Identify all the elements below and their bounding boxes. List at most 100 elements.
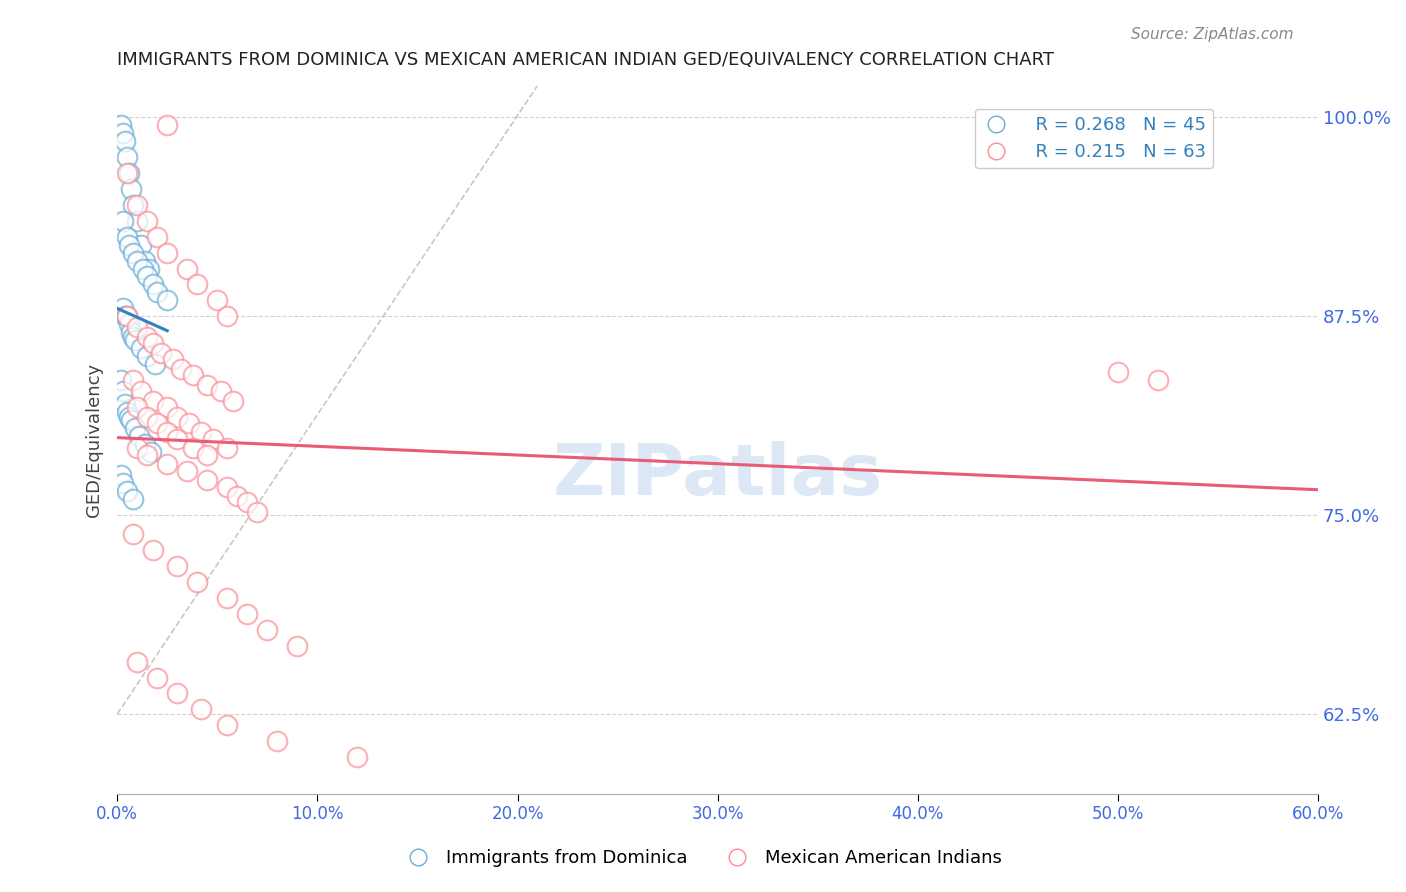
Point bbox=[142, 393, 165, 408]
Point bbox=[127, 655, 149, 669]
Point bbox=[195, 448, 218, 462]
Text: IMMIGRANTS FROM DOMINICA VS MEXICAN AMERICAN INDIAN GED/EQUIVALENCY CORRELATION : IMMIGRANTS FROM DOMINICA VS MEXICAN AMER… bbox=[117, 51, 1054, 69]
Point bbox=[181, 368, 204, 383]
Point bbox=[112, 476, 135, 491]
Point bbox=[118, 317, 141, 331]
Point bbox=[134, 253, 156, 268]
Point bbox=[195, 473, 218, 487]
Point bbox=[166, 409, 188, 424]
Point bbox=[115, 405, 138, 419]
Point bbox=[127, 214, 149, 228]
Point bbox=[236, 607, 259, 621]
Point bbox=[122, 245, 145, 260]
Point bbox=[118, 166, 141, 180]
Point bbox=[156, 425, 179, 440]
Point bbox=[136, 349, 159, 363]
Point bbox=[186, 277, 208, 292]
Point bbox=[146, 416, 169, 430]
Point bbox=[146, 229, 169, 244]
Point bbox=[129, 237, 152, 252]
Point bbox=[122, 492, 145, 507]
Point bbox=[146, 285, 169, 300]
Point bbox=[122, 527, 145, 541]
Text: Source: ZipAtlas.com: Source: ZipAtlas.com bbox=[1130, 27, 1294, 42]
Point bbox=[118, 237, 141, 252]
Point bbox=[136, 214, 159, 228]
Point bbox=[156, 118, 179, 132]
Point bbox=[176, 261, 198, 276]
Point bbox=[136, 269, 159, 284]
Point bbox=[124, 333, 146, 347]
Point bbox=[166, 686, 188, 700]
Point bbox=[138, 261, 160, 276]
Point bbox=[114, 134, 136, 148]
Point bbox=[217, 479, 239, 493]
Point bbox=[143, 357, 166, 371]
Point bbox=[202, 432, 225, 446]
Point bbox=[170, 361, 193, 376]
Text: ZIPatlas: ZIPatlas bbox=[553, 441, 883, 509]
Point bbox=[122, 330, 145, 344]
Point bbox=[112, 301, 135, 316]
Point bbox=[156, 400, 179, 414]
Point bbox=[127, 320, 149, 334]
Point bbox=[110, 373, 132, 387]
Point bbox=[128, 428, 150, 442]
Point bbox=[136, 448, 159, 462]
Point bbox=[1147, 373, 1170, 387]
Point bbox=[256, 623, 278, 637]
Point bbox=[150, 346, 173, 360]
Point bbox=[132, 261, 155, 276]
Point bbox=[115, 484, 138, 499]
Point bbox=[236, 495, 259, 509]
Point bbox=[217, 591, 239, 605]
Point bbox=[112, 214, 135, 228]
Point bbox=[222, 393, 245, 408]
Point bbox=[136, 330, 159, 344]
Point bbox=[209, 384, 232, 398]
Point bbox=[115, 166, 138, 180]
Point bbox=[120, 413, 142, 427]
Point bbox=[127, 253, 149, 268]
Point bbox=[134, 436, 156, 450]
Point bbox=[124, 420, 146, 434]
Point bbox=[129, 384, 152, 398]
Point bbox=[156, 245, 179, 260]
Point bbox=[118, 409, 141, 424]
Point bbox=[186, 574, 208, 589]
Point bbox=[110, 118, 132, 132]
Point bbox=[142, 277, 165, 292]
Point bbox=[181, 442, 204, 456]
Point bbox=[190, 425, 212, 440]
Point bbox=[1107, 365, 1129, 379]
Point bbox=[129, 341, 152, 355]
Point bbox=[207, 293, 229, 308]
Point bbox=[156, 293, 179, 308]
Point bbox=[120, 182, 142, 196]
Point bbox=[127, 400, 149, 414]
Point bbox=[114, 310, 136, 324]
Legend:   R = 0.268   N = 45,   R = 0.215   N = 63: R = 0.268 N = 45, R = 0.215 N = 63 bbox=[976, 109, 1213, 169]
Y-axis label: GED/Equivalency: GED/Equivalency bbox=[86, 362, 103, 516]
Point bbox=[110, 468, 132, 483]
Point bbox=[217, 310, 239, 324]
Point bbox=[266, 734, 288, 748]
Point bbox=[166, 559, 188, 574]
Point bbox=[115, 310, 138, 324]
Point bbox=[115, 229, 138, 244]
Point bbox=[146, 671, 169, 685]
Point bbox=[217, 442, 239, 456]
Point bbox=[217, 718, 239, 732]
Point bbox=[226, 489, 249, 503]
Point bbox=[156, 457, 179, 471]
Point bbox=[115, 310, 138, 324]
Point bbox=[176, 464, 198, 478]
Point bbox=[195, 377, 218, 392]
Point bbox=[162, 352, 184, 367]
Point bbox=[142, 336, 165, 351]
Point bbox=[120, 325, 142, 339]
Point bbox=[136, 409, 159, 424]
Point bbox=[190, 702, 212, 716]
Point bbox=[122, 198, 145, 212]
Point bbox=[179, 416, 201, 430]
